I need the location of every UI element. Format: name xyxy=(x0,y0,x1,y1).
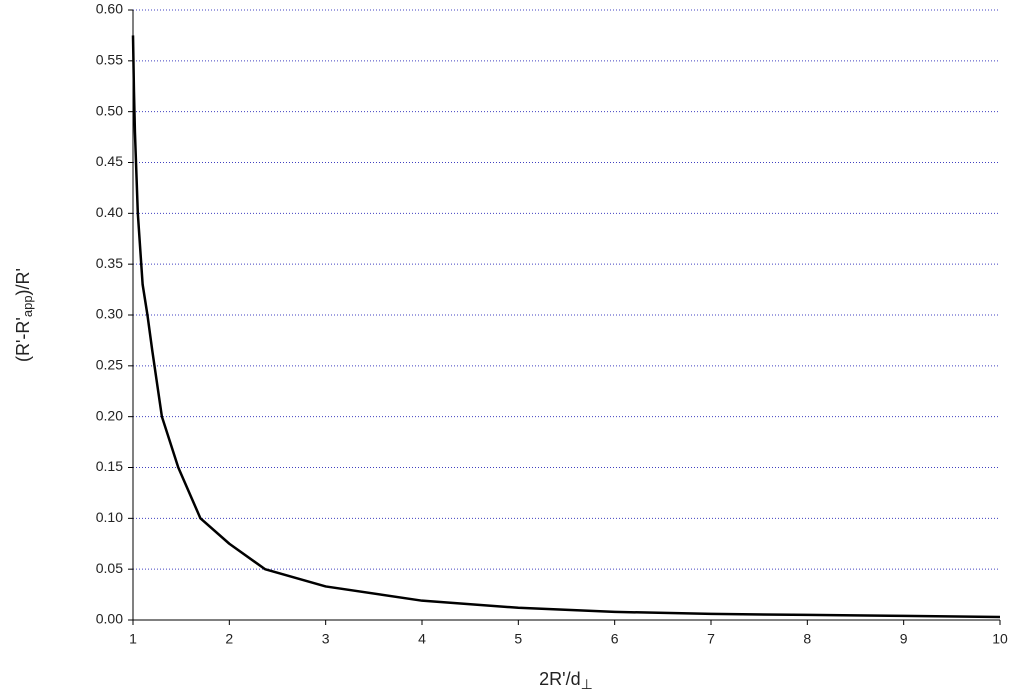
x-tick-label: 10 xyxy=(992,631,1008,647)
x-tick-label: 9 xyxy=(900,631,908,647)
y-label-subscript: app xyxy=(20,295,35,317)
y-tick-label: 0.05 xyxy=(96,560,123,576)
x-tick-label: 1 xyxy=(129,631,137,647)
x-tick-label: 5 xyxy=(514,631,522,647)
x-tick-label: 7 xyxy=(707,631,715,647)
x-tick-label: 4 xyxy=(418,631,426,647)
y-tick-label: 0.10 xyxy=(96,509,123,525)
y-axis-label: (R'-R'app)/R' xyxy=(13,268,36,362)
y-tick-label: 0.20 xyxy=(96,407,123,423)
x-tick-label: 2 xyxy=(225,631,233,647)
data-line xyxy=(131,35,1001,619)
y-tick-label: 0.55 xyxy=(96,52,123,68)
x-axis-label: 2R'/d⊥ xyxy=(539,669,593,692)
y-tick-label: 0.45 xyxy=(96,153,123,169)
y-tick-label: 0.60 xyxy=(96,1,123,17)
x-tick-label: 8 xyxy=(803,631,811,647)
y-tick-label: 0.40 xyxy=(96,204,123,220)
y-tick-label: 0.50 xyxy=(96,102,123,118)
y-label-part: (R'-R' xyxy=(13,317,33,362)
x-label-subscript: ⊥ xyxy=(581,676,593,692)
x-tick-label: 6 xyxy=(611,631,619,647)
y-tick-label: 0.00 xyxy=(96,611,123,627)
y-tick-label: 0.15 xyxy=(96,458,123,474)
y-tick-label: 0.25 xyxy=(96,357,123,373)
x-tick-label: 3 xyxy=(322,631,330,647)
y-tick-label: 0.30 xyxy=(96,306,123,322)
x-label-part: 2R'/d xyxy=(539,669,580,689)
y-label-part: )/R' xyxy=(13,268,33,295)
y-tick-label: 0.35 xyxy=(96,255,123,271)
